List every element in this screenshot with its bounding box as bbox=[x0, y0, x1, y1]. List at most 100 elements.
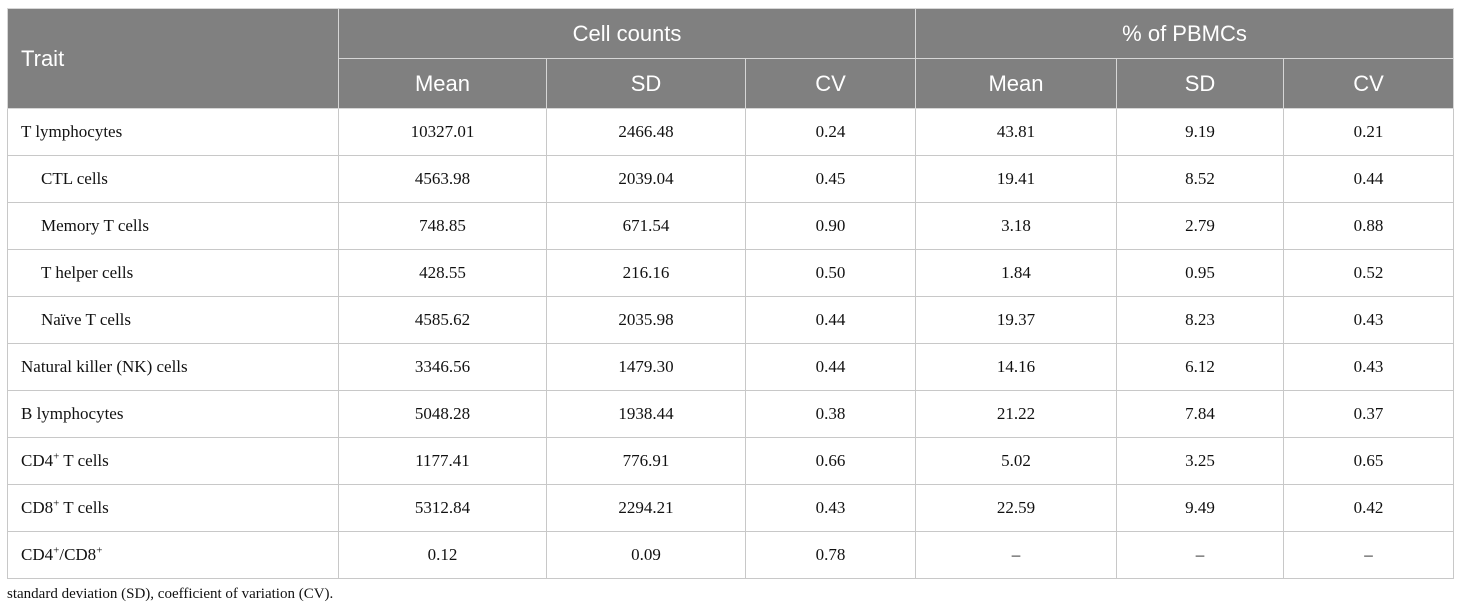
trait-cell: CD4+/CD8+ bbox=[7, 531, 339, 579]
value-cell: 5.02 bbox=[915, 437, 1118, 485]
header-col-cv: CV bbox=[1283, 58, 1455, 109]
value-cell: 9.19 bbox=[1116, 108, 1285, 156]
value-cell: 3346.56 bbox=[338, 343, 547, 391]
header-col-sd: SD bbox=[546, 58, 746, 109]
table-row: Naïve T cells 4585.62 2035.98 0.44 19.37… bbox=[7, 296, 1455, 344]
value-cell: 0.43 bbox=[744, 484, 917, 532]
value-cell: 0.78 bbox=[744, 531, 917, 579]
value-cell: 0.12 bbox=[338, 531, 547, 579]
value-cell: 428.55 bbox=[338, 249, 547, 297]
trait-text: CD4 bbox=[21, 451, 54, 470]
value-cell: 2039.04 bbox=[546, 155, 746, 203]
header-col-sd: SD bbox=[1116, 58, 1285, 109]
table-row: B lymphocytes 5048.28 1938.44 0.38 21.22… bbox=[7, 390, 1455, 438]
value-cell: 0.44 bbox=[744, 343, 917, 391]
value-cell: 21.22 bbox=[915, 390, 1118, 438]
value-cell: 0.21 bbox=[1283, 108, 1455, 156]
value-cell: 1938.44 bbox=[546, 390, 746, 438]
value-cell: 2.79 bbox=[1116, 202, 1285, 250]
header-row-group: Trait Cell counts % of PBMCs bbox=[7, 8, 1455, 109]
table-row: CD8+ T cells 5312.84 2294.21 0.43 22.59 … bbox=[7, 484, 1455, 532]
value-cell: 8.52 bbox=[1116, 155, 1285, 203]
value-cell: 2035.98 bbox=[546, 296, 746, 344]
value-cell: 19.41 bbox=[915, 155, 1118, 203]
value-cell: – bbox=[915, 531, 1118, 579]
trait-text: CD4 bbox=[21, 545, 54, 564]
trait-text: T cells bbox=[59, 498, 109, 517]
trait-cell: Natural killer (NK) cells bbox=[7, 343, 339, 391]
value-cell: 0.44 bbox=[744, 296, 917, 344]
trait-cell: T helper cells bbox=[7, 249, 339, 297]
value-cell: 0.95 bbox=[1116, 249, 1285, 297]
value-cell: 0.37 bbox=[1283, 390, 1455, 438]
value-cell: 9.49 bbox=[1116, 484, 1285, 532]
value-cell: 0.50 bbox=[744, 249, 917, 297]
superscript-plus: + bbox=[53, 497, 60, 510]
value-cell: 0.09 bbox=[546, 531, 746, 579]
trait-cell: T lymphocytes bbox=[7, 108, 339, 156]
trait-cell: Memory T cells bbox=[7, 202, 339, 250]
value-cell: – bbox=[1116, 531, 1285, 579]
value-cell: 8.23 bbox=[1116, 296, 1285, 344]
superscript-plus: + bbox=[96, 544, 103, 557]
value-cell: 0.88 bbox=[1283, 202, 1455, 250]
table-row: Memory T cells 748.85 671.54 0.90 3.18 2… bbox=[7, 202, 1455, 250]
header-pct-pbmcs: % of PBMCs bbox=[915, 8, 1455, 59]
value-cell: 0.43 bbox=[1283, 343, 1455, 391]
value-cell: 14.16 bbox=[915, 343, 1118, 391]
value-cell: 43.81 bbox=[915, 108, 1118, 156]
value-cell: 216.16 bbox=[546, 249, 746, 297]
table-row: CD4+ T cells 1177.41 776.91 0.66 5.02 3.… bbox=[7, 437, 1455, 485]
header-col-cv: CV bbox=[744, 58, 917, 109]
trait-cell: CD4+ T cells bbox=[7, 437, 339, 485]
value-cell: 2466.48 bbox=[546, 108, 746, 156]
value-cell: 0.44 bbox=[1283, 155, 1455, 203]
value-cell: 0.43 bbox=[1283, 296, 1455, 344]
header-row-columns: Mean SD CV Mean SD CV bbox=[8, 58, 1455, 109]
value-cell: 5312.84 bbox=[338, 484, 547, 532]
table-row: CD4+/CD8+ 0.12 0.09 0.78 – – – bbox=[7, 531, 1455, 579]
value-cell: 3.25 bbox=[1116, 437, 1285, 485]
table-footnote: standard deviation (SD), coefficient of … bbox=[7, 586, 334, 602]
value-cell: 5048.28 bbox=[338, 390, 547, 438]
trait-text: T cells bbox=[59, 451, 109, 470]
value-cell: 4563.98 bbox=[338, 155, 547, 203]
value-cell: 776.91 bbox=[546, 437, 746, 485]
value-cell: 0.45 bbox=[744, 155, 917, 203]
value-cell: 22.59 bbox=[915, 484, 1118, 532]
trait-cell: Naïve T cells bbox=[7, 296, 339, 344]
header-cell-counts: Cell counts bbox=[337, 8, 917, 59]
value-cell: 748.85 bbox=[338, 202, 547, 250]
value-cell: 0.52 bbox=[1283, 249, 1455, 297]
value-cell: – bbox=[1283, 531, 1455, 579]
value-cell: 1479.30 bbox=[546, 343, 746, 391]
trait-cell: B lymphocytes bbox=[7, 390, 339, 438]
value-cell: 19.37 bbox=[915, 296, 1118, 344]
trait-cell: CTL cells bbox=[7, 155, 339, 203]
superscript-plus: + bbox=[53, 544, 60, 557]
value-cell: 0.66 bbox=[744, 437, 917, 485]
table-row: CTL cells 4563.98 2039.04 0.45 19.41 8.5… bbox=[7, 155, 1455, 203]
value-cell: 2294.21 bbox=[546, 484, 746, 532]
trait-cell: CD8+ T cells bbox=[7, 484, 339, 532]
data-table-container: Trait Cell counts % of PBMCs Mean SD CV … bbox=[7, 8, 1455, 579]
value-cell: 3.18 bbox=[915, 202, 1118, 250]
value-cell: 0.90 bbox=[744, 202, 917, 250]
value-cell: 1177.41 bbox=[338, 437, 547, 485]
trait-text: CD8 bbox=[21, 498, 54, 517]
value-cell: 4585.62 bbox=[338, 296, 547, 344]
value-cell: 1.84 bbox=[915, 249, 1118, 297]
header-col-mean: Mean bbox=[915, 58, 1118, 109]
header-trait: Trait bbox=[7, 8, 339, 109]
header-col-mean: Mean bbox=[338, 58, 547, 109]
table-row: T lymphocytes 10327.01 2466.48 0.24 43.8… bbox=[7, 108, 1455, 156]
value-cell: 0.24 bbox=[744, 108, 917, 156]
table-row: T helper cells 428.55 216.16 0.50 1.84 0… bbox=[7, 249, 1455, 297]
trait-text: /CD8 bbox=[59, 545, 97, 564]
superscript-plus: + bbox=[53, 450, 60, 463]
table-row: Natural killer (NK) cells 3346.56 1479.3… bbox=[7, 343, 1455, 391]
value-cell: 0.42 bbox=[1283, 484, 1455, 532]
value-cell: 0.65 bbox=[1283, 437, 1455, 485]
value-cell: 10327.01 bbox=[338, 108, 547, 156]
value-cell: 671.54 bbox=[546, 202, 746, 250]
